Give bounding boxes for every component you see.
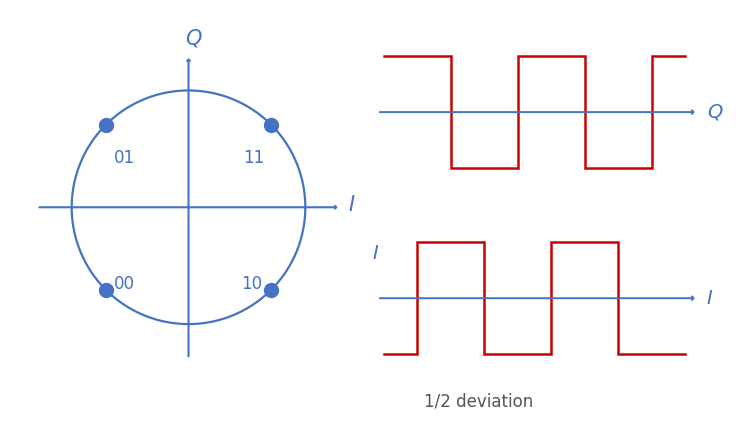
Text: Q: Q — [706, 103, 722, 121]
Text: 10: 10 — [241, 275, 262, 293]
Text: 1/2 deviation: 1/2 deviation — [425, 392, 533, 410]
Text: 00: 00 — [114, 275, 135, 293]
Text: I: I — [372, 244, 379, 263]
Text: I: I — [348, 195, 354, 215]
Text: 01: 01 — [114, 149, 135, 167]
Text: I: I — [706, 289, 713, 308]
Text: 11: 11 — [244, 149, 265, 167]
Text: Q: Q — [185, 28, 201, 48]
